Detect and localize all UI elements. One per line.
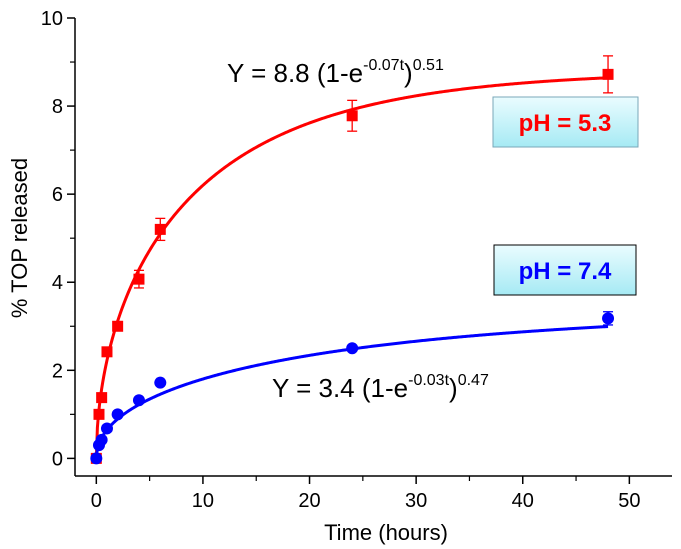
- x-tick-label: 30: [405, 490, 427, 512]
- x-tick-label: 50: [618, 490, 640, 512]
- y-tick-label: 0: [52, 448, 63, 470]
- data-point-ph-5-3: [112, 320, 124, 332]
- x-axis-title: Time (hours): [324, 520, 448, 545]
- equation-ph-7-4-power: 0.47: [458, 372, 489, 389]
- y-tick-label: 2: [52, 360, 63, 382]
- equation-ph-7-4-prefix: Y = 3.4 (1-e: [272, 373, 408, 403]
- data-point-ph-5-3: [96, 392, 108, 404]
- data-point-ph-7-4: [346, 342, 359, 355]
- data-point-ph-7-4: [132, 394, 145, 407]
- label-ph-7-4: pH = 7.4: [519, 258, 612, 285]
- x-tick-label: 20: [298, 490, 320, 512]
- data-point-ph-7-4: [154, 376, 167, 389]
- axis-ticks: 0 10 20 30 40 50 0 2 4 6 8 10: [41, 8, 641, 512]
- label-ph-5-3: pH = 5.3: [519, 110, 612, 137]
- data-point-ph-5-3: [154, 223, 166, 235]
- equation-ph-7-4-exponent: -0.03t: [408, 372, 449, 389]
- equation-ph-5-3-exponent: -0.07t: [363, 57, 404, 74]
- y-tick-label: 6: [52, 184, 63, 206]
- label-box-ph-7-4: pH = 7.4: [493, 244, 637, 296]
- data-point-ph-5-3: [346, 110, 358, 122]
- equation-ph-7-4-suffix: ): [449, 373, 458, 403]
- data-points: [90, 55, 615, 465]
- data-point-ph-5-3: [101, 346, 113, 358]
- data-point-ph-7-4: [100, 422, 113, 435]
- data-point-ph-5-3: [93, 408, 105, 420]
- data-point-ph-5-3: [602, 68, 614, 80]
- y-tick-label: 4: [52, 272, 63, 294]
- equation-ph-5-3-prefix: Y = 8.8 (1-e: [227, 58, 363, 88]
- equation-ph-7-4: Y = 3.4 (1-e-0.03t)0.47: [272, 372, 489, 403]
- data-point-ph-7-4: [602, 312, 615, 325]
- data-point-ph-5-3: [133, 273, 145, 285]
- x-tick-label: 0: [91, 490, 102, 512]
- x-tick-label: 40: [512, 490, 534, 512]
- y-tick-label: 10: [41, 8, 63, 30]
- data-point-ph-7-4: [95, 433, 108, 446]
- equation-ph-5-3-power: 0.51: [413, 57, 444, 74]
- equation-ph-5-3-suffix: ): [404, 58, 413, 88]
- data-point-ph-7-4: [111, 408, 124, 421]
- label-box-ph-5-3: pH = 5.3: [492, 96, 639, 148]
- x-tick-label: 10: [192, 490, 214, 512]
- y-tick-label: 8: [52, 96, 63, 118]
- data-point-ph-7-4: [90, 452, 103, 465]
- y-axis-title: % TOP released: [7, 158, 32, 318]
- equation-ph-5-3: Y = 8.8 (1-e-0.07t)0.51: [227, 57, 444, 88]
